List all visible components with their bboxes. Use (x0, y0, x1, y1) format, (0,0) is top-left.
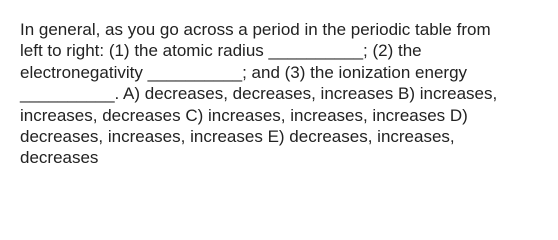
text-line: electronegativity __________; and (3) th… (20, 62, 468, 82)
text-line: increases, decreases C) increases, incre… (20, 105, 468, 125)
question-card: In general, as you go across a period in… (20, 19, 498, 169)
text-line: __________. A) decreases, decreases, inc… (20, 84, 498, 104)
text-line: decreases, increases, increases E) decre… (20, 127, 455, 147)
text-line: decreases (20, 148, 99, 168)
text-line: In general, as you go across a period in… (20, 20, 491, 39)
question-text: In general, as you go across a period in… (20, 19, 497, 169)
text-line: left to right: (1) the atomic radius ___… (20, 41, 422, 61)
